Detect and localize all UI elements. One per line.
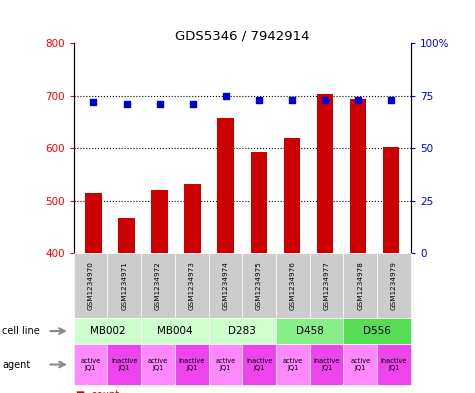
Text: active
JQ1: active JQ1 xyxy=(215,358,236,371)
Text: inactive
JQ1: inactive JQ1 xyxy=(314,358,340,371)
Text: inactive
JQ1: inactive JQ1 xyxy=(179,358,205,371)
Point xyxy=(222,93,229,99)
Bar xyxy=(250,152,267,393)
Bar xyxy=(85,193,102,393)
Text: GSM1234970: GSM1234970 xyxy=(87,261,94,310)
Bar xyxy=(218,118,234,393)
Text: active
JQ1: active JQ1 xyxy=(350,358,370,371)
Point xyxy=(288,97,295,103)
Text: GSM1234974: GSM1234974 xyxy=(222,261,228,310)
Title: GDS5346 / 7942914: GDS5346 / 7942914 xyxy=(175,29,310,42)
Text: GSM1234979: GSM1234979 xyxy=(391,261,397,310)
Text: MB004: MB004 xyxy=(157,326,193,336)
Bar xyxy=(152,190,168,393)
Text: active
JQ1: active JQ1 xyxy=(283,358,303,371)
Point xyxy=(123,101,130,107)
Point xyxy=(90,99,97,105)
Point xyxy=(156,101,163,107)
Bar xyxy=(317,94,333,393)
Bar xyxy=(284,138,300,393)
Bar xyxy=(184,184,201,393)
Point xyxy=(354,97,362,103)
Text: cell line: cell line xyxy=(2,326,40,336)
Point xyxy=(387,97,395,103)
Text: active
JQ1: active JQ1 xyxy=(148,358,168,371)
Text: GSM1234973: GSM1234973 xyxy=(189,261,195,310)
Text: agent: agent xyxy=(2,360,30,369)
Bar xyxy=(118,218,135,393)
Text: MB002: MB002 xyxy=(89,326,125,336)
Point xyxy=(321,97,329,103)
Bar xyxy=(350,99,366,393)
Text: inactive
JQ1: inactive JQ1 xyxy=(111,358,137,371)
Text: D556: D556 xyxy=(363,326,391,336)
Text: GSM1234977: GSM1234977 xyxy=(323,261,330,310)
Text: active
JQ1: active JQ1 xyxy=(80,358,101,371)
Point xyxy=(189,101,197,107)
Text: D283: D283 xyxy=(228,326,256,336)
Text: GSM1234975: GSM1234975 xyxy=(256,261,262,310)
Text: D458: D458 xyxy=(296,326,323,336)
Text: inactive
JQ1: inactive JQ1 xyxy=(246,358,272,371)
Point xyxy=(255,97,263,103)
Text: GSM1234978: GSM1234978 xyxy=(357,261,363,310)
Text: GSM1234971: GSM1234971 xyxy=(121,261,127,310)
Text: GSM1234972: GSM1234972 xyxy=(155,261,161,310)
Text: GSM1234976: GSM1234976 xyxy=(290,261,296,310)
Text: inactive
JQ1: inactive JQ1 xyxy=(381,358,407,371)
Bar xyxy=(383,147,399,393)
Text: ■  count: ■ count xyxy=(76,390,119,393)
